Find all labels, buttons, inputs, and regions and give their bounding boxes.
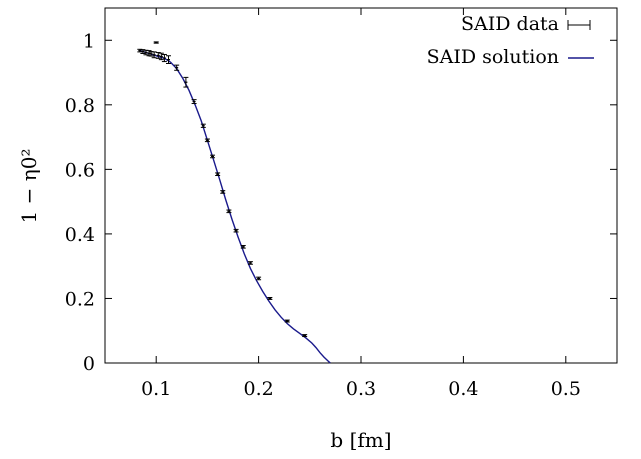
y-tick-label: 0.6 xyxy=(65,159,95,181)
y-tick-label: 0.8 xyxy=(65,95,95,117)
said-data-point xyxy=(161,53,167,63)
said-data-point xyxy=(174,64,180,71)
legend-swatch-said-data xyxy=(567,20,591,30)
series-points-group xyxy=(137,41,308,338)
y-tick-label: 0 xyxy=(83,353,95,375)
y-tick-label: 0.2 xyxy=(65,288,95,310)
legend-label-said-solution: SAID solution xyxy=(427,46,559,68)
said-data-point xyxy=(204,138,210,143)
said-data-point xyxy=(215,172,221,176)
said-data-point xyxy=(151,51,157,59)
x-tick-label: 0.1 xyxy=(141,378,171,400)
said-data-point xyxy=(153,41,159,44)
x-tick-label: 0.2 xyxy=(243,378,273,400)
x-tick-label: 0.4 xyxy=(448,378,478,400)
said-data-point xyxy=(267,296,273,300)
said-data-point xyxy=(165,55,171,65)
said-data-point xyxy=(140,49,146,55)
tick-labels: 0.1 0.2 0.3 0.4 0.5 0 0.2 0.4 0.6 0.8 1 xyxy=(65,30,581,400)
said-data-point xyxy=(256,276,262,281)
said-data-point xyxy=(284,319,290,323)
said-data-point xyxy=(191,99,197,105)
series-line-group xyxy=(139,49,331,364)
said-data-point xyxy=(247,261,253,265)
said-data-point xyxy=(210,154,216,159)
x-tick-label: 0.5 xyxy=(551,378,581,400)
y-axis-label: 1 − η0² xyxy=(17,149,41,224)
y-tick-label: 0.4 xyxy=(65,224,95,246)
said-data-point xyxy=(183,76,189,88)
said-data-point xyxy=(226,209,232,214)
legend: SAID data SAID solution xyxy=(427,13,594,68)
ticks xyxy=(105,8,617,364)
said-data-point xyxy=(220,190,226,194)
said-data-point xyxy=(233,228,239,233)
said-data-point xyxy=(200,123,206,128)
x-tick-label: 0.3 xyxy=(346,378,376,400)
said-data-point xyxy=(302,334,308,338)
x-axis-label: b [fm] xyxy=(330,428,391,452)
said-data-point xyxy=(158,52,164,61)
said-data-point xyxy=(155,52,161,59)
said-data-point xyxy=(240,245,246,249)
y-tick-label: 1 xyxy=(83,30,95,52)
legend-label-said-data: SAID data xyxy=(461,13,559,35)
said-solution-line xyxy=(139,49,331,364)
